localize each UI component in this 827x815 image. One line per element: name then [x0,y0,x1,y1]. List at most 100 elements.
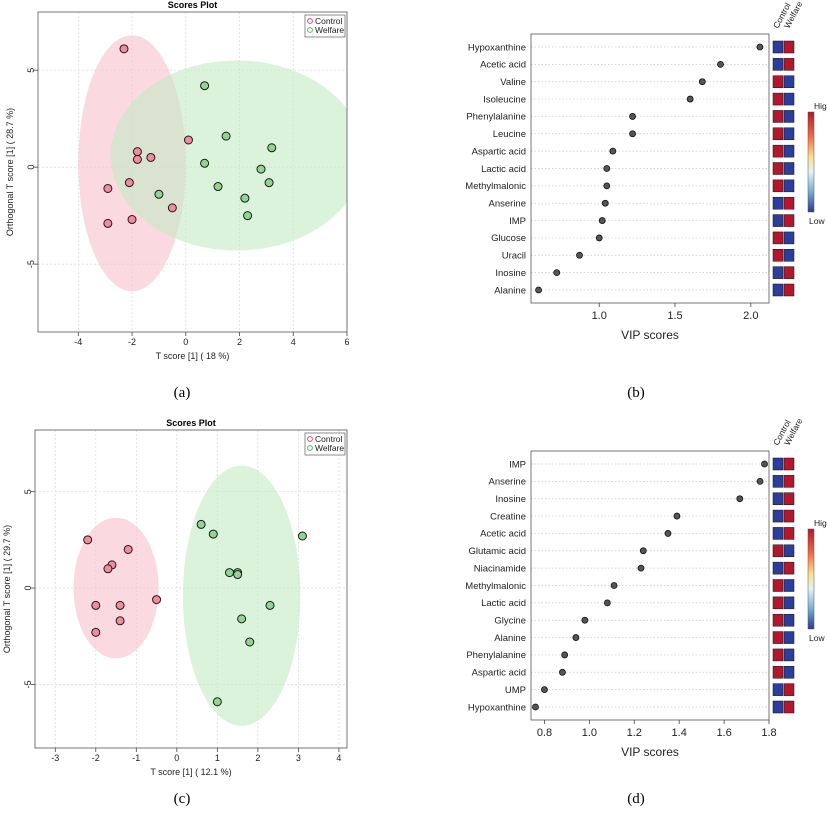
colorbar [807,528,815,630]
x-tick-label: 3 [296,753,301,763]
metabolite-label: Phenylalanine [466,650,526,661]
x-tick-label: 2.0 [743,310,758,322]
vip-point [572,634,580,641]
vip-point [664,530,672,537]
heat-cell [783,631,795,644]
data-point-control [167,203,177,213]
metabolite-label: Methylmalonic [465,581,526,592]
metabolite-label: Methylmalonic [465,181,526,192]
vip-point [629,130,636,138]
x-tick-label: 0.8 [537,727,552,739]
legend-label-welfare: Welfare [315,443,344,453]
metabolite-label: Inosine [495,268,526,279]
data-point-welfare [297,531,307,541]
y-tick-label: 0 [26,165,36,170]
x-tick-label: 0 [183,337,188,347]
heat-cell [783,144,795,158]
heat-cell [783,127,795,141]
metabolite-label: IMP [509,459,526,470]
heat-cell [772,231,784,245]
data-point-control [115,600,125,610]
vip-point [686,95,694,103]
x-axis-label: VIP scores [621,745,679,759]
metabolite-label: Hypoxanthine [468,42,526,53]
vip-point [598,217,606,224]
data-point-control [132,147,142,157]
metabolite-label: Valine [500,77,526,88]
heat-cell [783,683,795,696]
ellipse-layer [78,35,347,292]
heat-cell [772,110,784,123]
x-tick-label: -4 [74,337,82,347]
vip-point [756,477,764,485]
x-tick-label: 1.2 [627,727,642,739]
heat-cell [772,527,784,540]
vip-point [559,668,566,676]
data-point-welfare [256,164,266,174]
plot-frame [530,33,770,304]
heat-cell [772,666,784,679]
vip-point [535,286,542,294]
vip-point [761,460,768,468]
data-point-control [119,44,129,54]
metabolite-label: Leucine [493,129,526,140]
heat-cell [783,75,795,88]
vip-point [637,564,645,572]
heat-cell [783,700,795,714]
data-point-welfare [200,81,210,91]
data-point-welfare [213,182,223,192]
data-point-welfare [237,614,247,624]
colorbar [807,111,815,213]
y-tick-label: -5 [23,680,33,688]
data-point-welfare [233,570,243,580]
x-tick-label: -3 [51,753,59,763]
metabolite-label: Glucose [491,233,526,244]
heat-cell [772,40,784,54]
metabolite-label: Aspartic acid [472,146,526,157]
data-point-welfare [154,189,164,199]
metabolite-label: Acetic acid [480,60,526,71]
metabolite-label: Lactic acid [481,164,526,175]
legend-marker-welfare [307,445,313,451]
x-tick-label: 0 [174,753,179,763]
colorbar-low-label: Low [809,633,825,643]
heat-cell [772,196,784,210]
heat-cell [772,475,784,488]
vip-point [581,616,589,624]
caption-c: (c) [174,791,191,807]
heat-cell [783,110,795,123]
heat-cell [783,457,795,471]
metabolite-label: Niacinamide [474,563,526,574]
heat-cell [783,249,795,262]
legend-label-control: Control [315,16,343,26]
heat-cell [783,162,795,175]
vip-point [603,182,611,190]
x-tick-label: 1.4 [672,727,687,739]
caption-d: (d) [627,791,645,807]
vip-point [639,547,647,555]
data-point-control [103,183,113,193]
heat-cell [783,613,795,627]
heat-cell [783,579,795,592]
vip-point [756,43,764,51]
metabolite-label: Inosine [495,494,526,505]
confidence-ellipse-control [73,517,159,659]
data-point-welfare [267,143,277,153]
heat-cell [783,475,795,488]
metabolite-label: Acetic acid [480,529,526,540]
ellipse-layer [73,465,301,726]
plot-frame [37,11,348,333]
heat-cell [772,179,784,193]
heat-cell [772,492,784,505]
x-tick-label: 1 [215,753,220,763]
data-point-control [146,152,156,162]
heat-cell [772,266,784,279]
heat-cell [772,127,784,141]
heat-cell [783,214,795,227]
heat-cell [772,700,784,714]
data-point-welfare [221,131,231,141]
vip-point [736,495,744,503]
heat-cell [772,613,784,627]
